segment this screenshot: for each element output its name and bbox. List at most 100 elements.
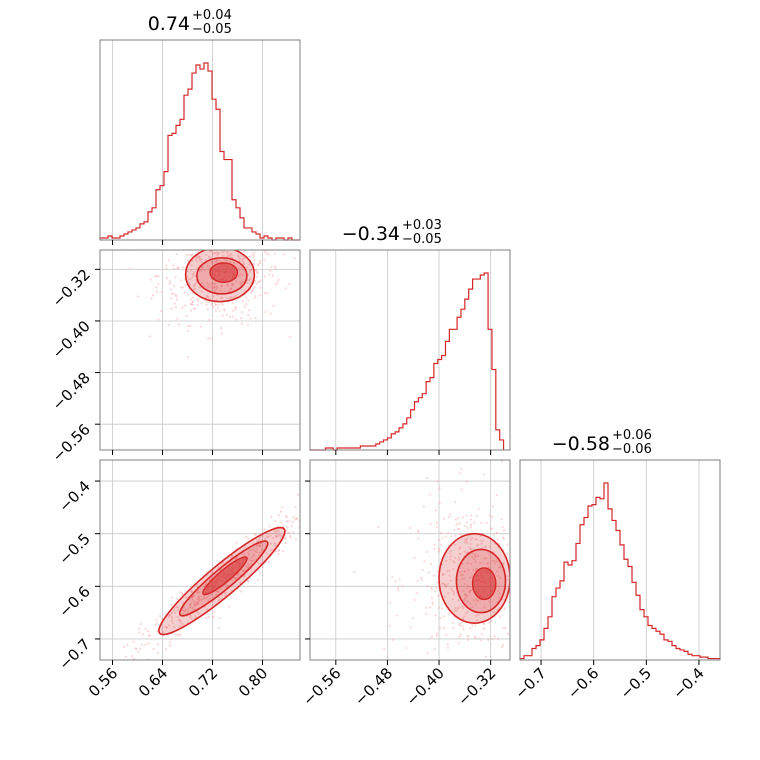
sample-point [270,515,273,519]
param-title-lower-error: −0.05 [192,22,232,37]
sample-point [440,543,443,546]
sample-point [476,554,480,558]
sample-point [134,647,138,650]
sample-point [194,258,197,261]
sample-point [213,281,217,284]
sample-point [446,646,450,649]
sample-point [484,655,487,659]
sample-point [492,550,495,553]
x-tick-label: 0.80 [235,664,271,700]
sample-point [476,667,478,669]
sample-point [449,579,452,582]
sample-point [189,298,192,301]
sample-point [197,589,200,592]
sample-point [190,264,193,267]
sample-point [173,284,176,287]
sample-point [204,584,207,587]
sample-point [275,535,278,538]
sample-point [205,608,209,611]
sample-point [231,302,235,305]
sample-point [483,606,486,609]
sample-point [470,673,472,675]
sample-point [243,250,246,253]
sample-point [221,314,224,317]
sample-point [198,269,202,272]
sample-point [416,579,419,582]
sample-point [214,260,218,264]
param-title-upper-error: +0.04 [192,8,232,23]
sample-point [204,258,207,262]
sample-point [240,281,243,284]
sample-point [277,278,280,282]
sample-point [457,527,460,531]
sample-point [438,486,441,490]
sample-point [441,573,444,576]
sample-point [165,242,167,244]
sample-point [216,252,220,255]
sample-point [474,637,477,640]
sample-point [489,527,492,530]
sample-point [195,591,199,594]
sample-point [238,274,241,278]
sample-point [187,356,190,359]
sample-point [501,645,504,649]
sample-point [245,566,248,570]
sample-point [231,296,234,299]
sample-point [192,595,195,598]
sample-point [235,541,238,544]
sample-point [197,255,200,258]
sample-point [245,535,248,538]
sample-point [264,537,267,540]
sample-point [462,607,465,610]
sample-point [196,598,200,601]
sample-point [441,582,444,585]
sample-point [250,559,253,563]
sample-point [193,603,196,606]
sample-point [190,303,193,306]
sample-point [210,302,214,305]
sample-point [215,287,218,290]
y-tick-label: −0.48 [49,369,94,414]
sample-point [170,612,174,615]
sample-point [517,590,519,592]
panel-frame [309,459,511,661]
sample-point [442,517,445,520]
sample-point [475,538,479,541]
sample-point [495,531,499,534]
sample-point [259,260,262,263]
sample-point [506,574,509,578]
sample-point [291,520,294,524]
sample-point [254,294,257,298]
sample-point [279,510,283,513]
sample-point [257,562,260,565]
sample-point [438,549,441,552]
sample-point [189,303,192,306]
sample-point [498,596,501,599]
sample-point [233,247,235,249]
sample-point [454,500,457,504]
sample-point [461,577,464,581]
sample-point [280,521,283,524]
sample-point [244,554,247,557]
sample-point [482,627,485,630]
histogram-panel-1-background [310,250,510,450]
sample-point [226,284,230,287]
x-tick-label: −0.6 [564,664,602,702]
sample-point [429,562,433,566]
sample-point [502,537,505,540]
param-title-value: 0.74 [148,13,190,35]
sample-point [242,575,245,578]
sample-point [488,600,491,603]
sample-point [209,250,212,253]
param-title-lower-error: −0.06 [612,442,652,457]
sample-point [192,271,195,274]
sample-point [495,532,498,535]
sample-point [455,523,458,526]
sample-point [184,283,187,287]
sample-point [464,594,467,597]
sample-point [206,265,209,268]
sample-point [517,526,519,528]
sample-point [202,596,206,599]
sample-point [223,258,226,261]
